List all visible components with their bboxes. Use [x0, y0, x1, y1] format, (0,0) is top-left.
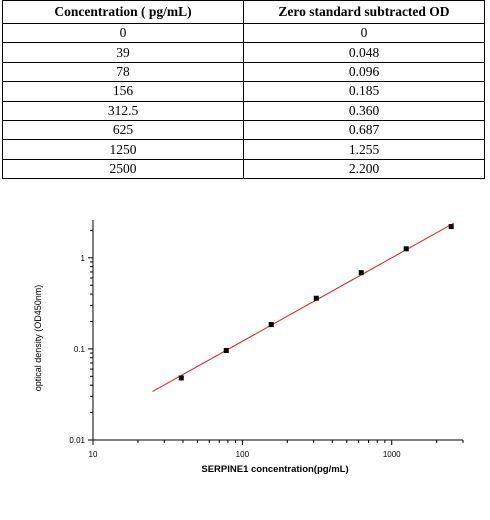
- cell-od: 0: [243, 22, 485, 44]
- cell-od: 1.255: [243, 139, 485, 160]
- table-row: 312.5 0.360: [2, 100, 485, 121]
- cell-concentration: 0: [2, 22, 244, 44]
- table-row: 2500 2.200: [2, 158, 485, 180]
- data-point: [223, 348, 229, 354]
- chart-axes: 10 100 1000 0.01 0.1 1: [69, 220, 464, 459]
- cell-od: 0.096: [243, 61, 485, 83]
- cell-concentration: 625: [2, 119, 244, 141]
- header-od: Zero standard subtracted OD: [243, 0, 485, 24]
- data-point: [358, 270, 364, 276]
- cell-concentration: 1250: [2, 139, 244, 160]
- table-row: 625 0.687: [2, 119, 485, 141]
- y-tick-label: 1: [81, 254, 86, 263]
- cell-concentration: 39: [2, 42, 244, 63]
- cell-concentration: 78: [2, 61, 244, 83]
- data-point: [403, 246, 409, 252]
- table-row: 1250 1.255: [2, 139, 485, 160]
- x-tick-label: 100: [236, 450, 250, 459]
- table-row: 156 0.185: [2, 81, 485, 102]
- x-tick-label: 10: [89, 450, 98, 459]
- cell-concentration: 312.5: [2, 100, 244, 121]
- fit-line: [152, 222, 454, 393]
- data-point: [448, 224, 454, 230]
- x-axis-label: SERPINE1 concentration(pg/mL): [201, 464, 348, 475]
- y-tick-label: 0.1: [74, 345, 86, 354]
- data-point: [268, 322, 274, 328]
- x-tick-label: 1000: [383, 450, 401, 459]
- cell-od: 0.048: [243, 42, 485, 63]
- table-header-row: Concentration ( pg/mL) Zero standard sub…: [2, 0, 485, 24]
- data-point: [313, 295, 319, 301]
- header-concentration: Concentration ( pg/mL): [2, 0, 244, 24]
- cell-od: 2.200: [243, 158, 485, 180]
- cell-od: 0.185: [243, 81, 485, 102]
- fit-line-group: [152, 222, 454, 393]
- cell-concentration: 2500: [2, 158, 244, 180]
- cell-concentration: 156: [2, 81, 244, 102]
- data-points-group: [178, 224, 454, 381]
- cell-od: 0.360: [243, 100, 485, 121]
- table-row: 39 0.048: [2, 42, 485, 63]
- data-point: [178, 375, 184, 381]
- cell-od: 0.687: [243, 119, 485, 141]
- standard-curve-table: Concentration ( pg/mL) Zero standard sub…: [2, 0, 485, 180]
- y-axis-label: optical density (OD450nm): [33, 285, 43, 392]
- standard-curve-chart: 10 100 1000 0.01 0.1 1 SERPINE1 concentration…: [33, 220, 464, 475]
- table-row: 78 0.096: [2, 61, 485, 83]
- y-tick-label: 0.01: [69, 436, 85, 445]
